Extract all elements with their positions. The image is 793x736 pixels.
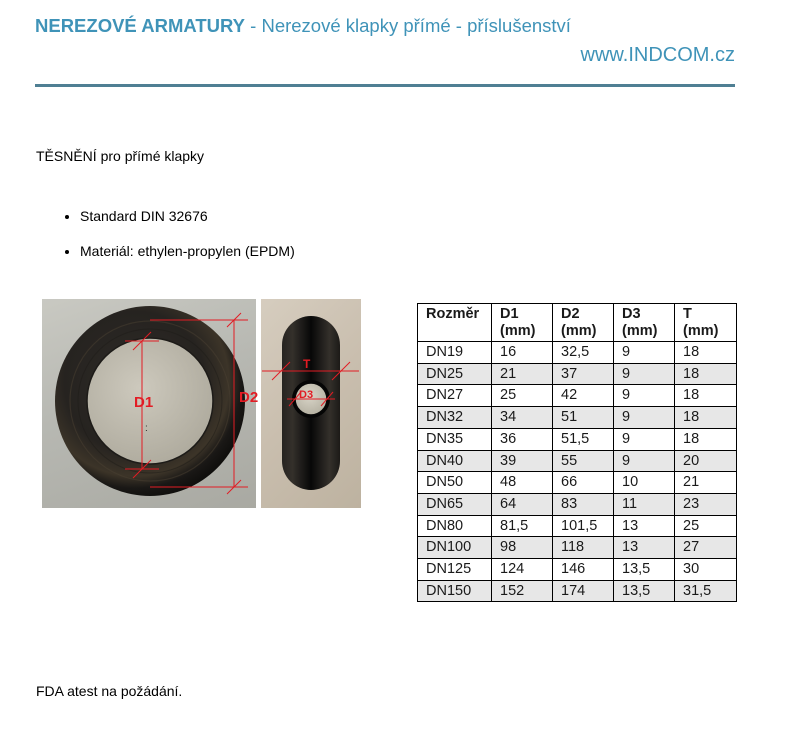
svg-text:D3: D3 [299,389,313,401]
svg-text:D1: D1 [134,394,153,411]
svg-text:D2: D2 [239,389,258,406]
svg-text:T: T [303,357,311,371]
svg-text::: : [145,423,148,434]
